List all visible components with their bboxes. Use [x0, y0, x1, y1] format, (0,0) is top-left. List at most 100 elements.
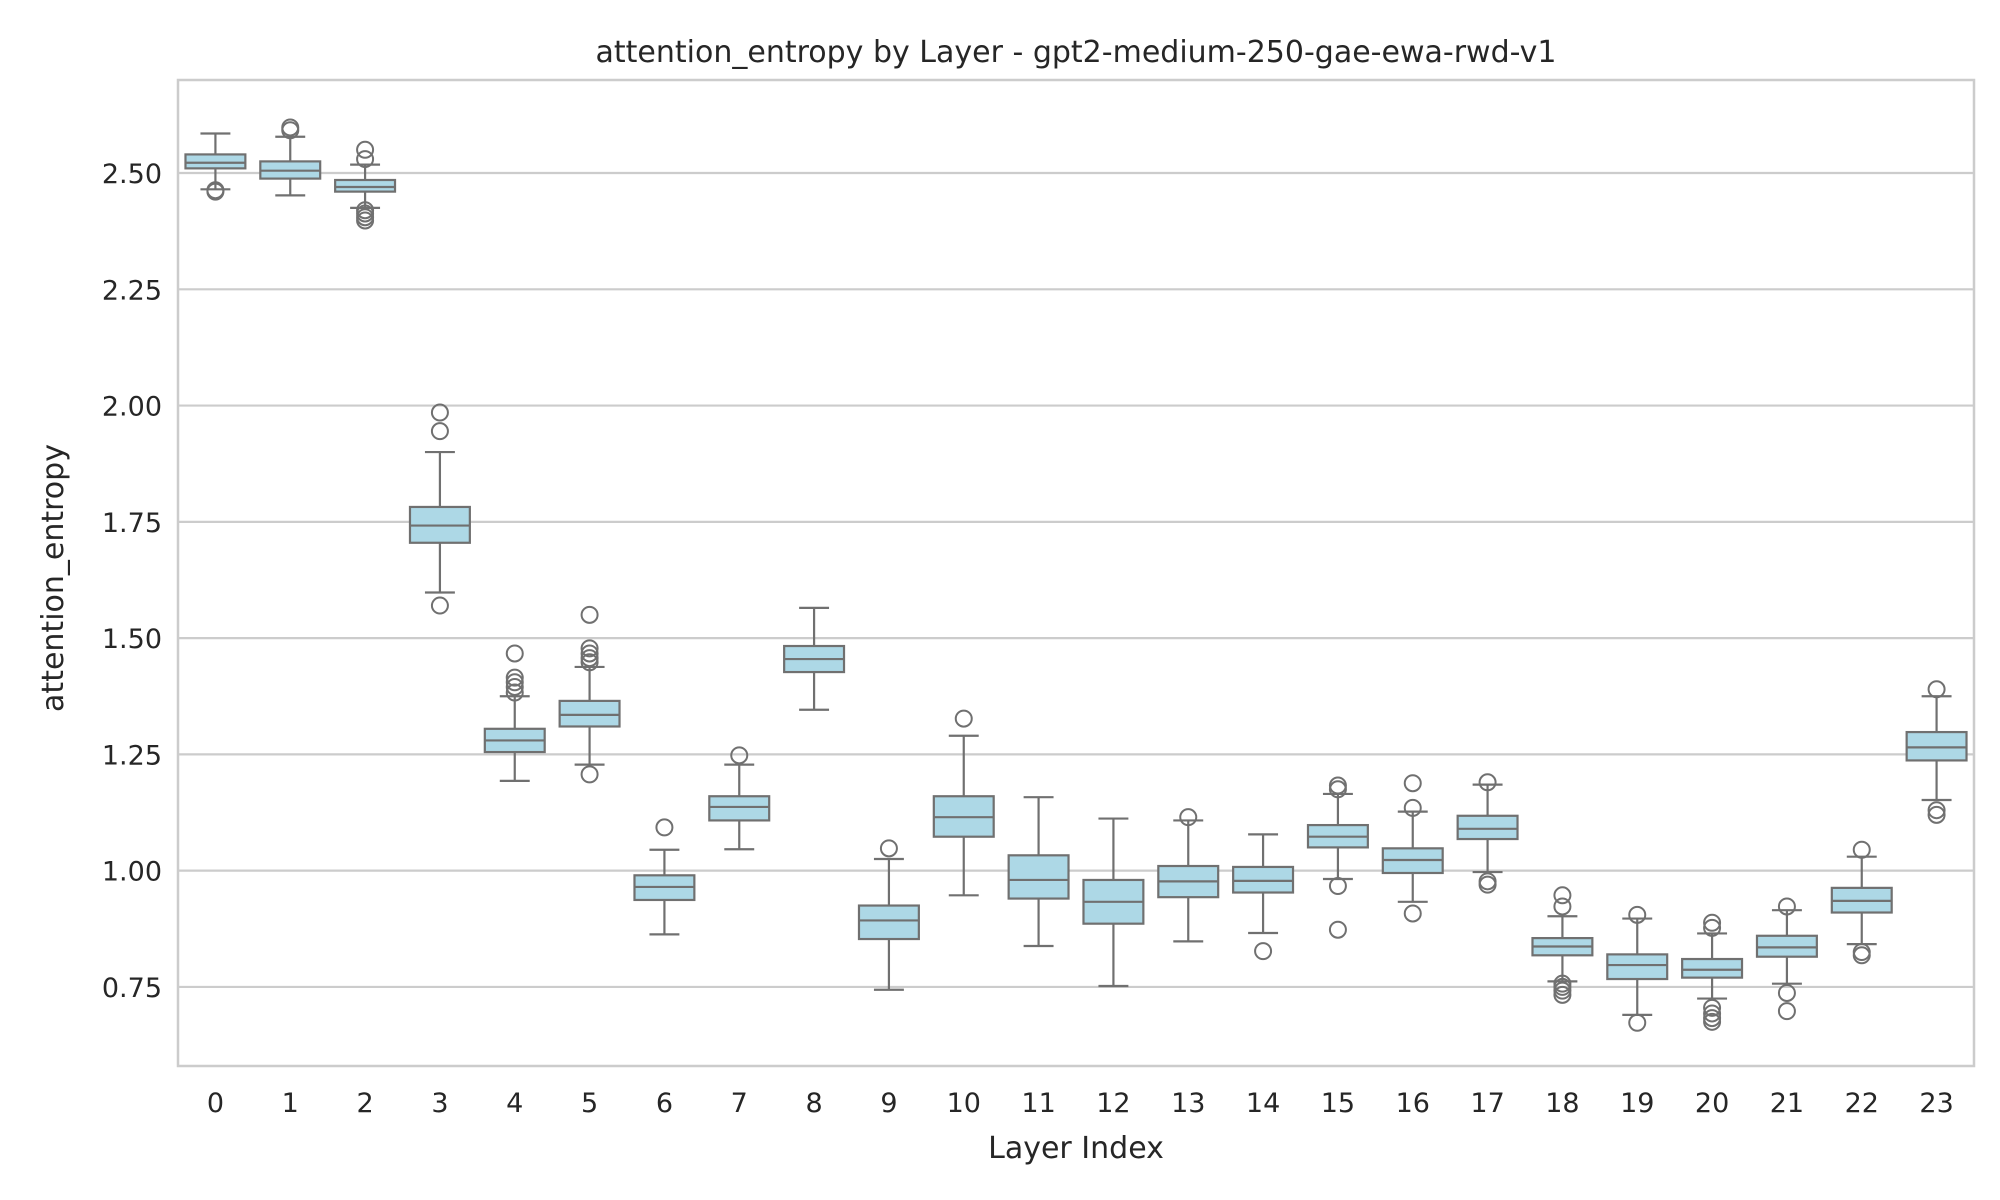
box-group [857, 839, 920, 991]
y-tick-label: 1.50 [102, 624, 162, 655]
outlier-point [1927, 680, 1946, 699]
x-tick-label: 13 [1171, 1088, 1205, 1119]
x-tick-label: 22 [1845, 1088, 1879, 1119]
y-tick-label: 0.75 [102, 973, 162, 1004]
x-tick-label: 0 [207, 1088, 224, 1119]
box-iqr [1232, 865, 1295, 894]
outlier-point [1403, 774, 1422, 793]
x-tick-label: 8 [805, 1088, 822, 1119]
outlier-point [580, 644, 599, 663]
outlier-point [430, 596, 449, 615]
outlier-point [505, 683, 524, 702]
outlier-point [1703, 918, 1722, 937]
x-tick-label: 2 [356, 1088, 373, 1119]
outlier-point [1478, 875, 1497, 894]
outlier-point [580, 653, 599, 672]
outlier-point [655, 818, 674, 837]
outlier-point [1254, 942, 1273, 961]
box-group [633, 818, 696, 936]
outlier-point [206, 181, 225, 200]
box-iqr [1456, 814, 1519, 841]
box-group [334, 140, 397, 230]
x-tick-label: 17 [1470, 1088, 1504, 1119]
outlier-point [1777, 897, 1796, 916]
box-group [1232, 833, 1295, 961]
x-tick-label: 3 [431, 1088, 448, 1119]
outlier-point [1927, 805, 1946, 824]
outlier-point [954, 709, 973, 728]
x-tick-label: 1 [282, 1088, 299, 1119]
plot-frame [176, 78, 1976, 1068]
y-tick-label: 2.50 [102, 159, 162, 190]
outlier-point [1852, 840, 1871, 859]
box-group [1606, 905, 1669, 1032]
outlier-point [505, 677, 524, 696]
outlier-point [1852, 946, 1871, 965]
x-tick-label: 14 [1246, 1088, 1280, 1119]
x-tick-label: 12 [1096, 1088, 1130, 1119]
box-iqr [1007, 854, 1070, 900]
y-axis-label: attention_entropy [36, 444, 71, 712]
outlier-point [1703, 913, 1722, 932]
box-iqr [1606, 953, 1669, 981]
outlier-point [1777, 983, 1796, 1002]
x-tick-label: 16 [1396, 1088, 1430, 1119]
outlier-point [1403, 904, 1422, 923]
outlier-point [1328, 877, 1347, 896]
x-tick-label: 9 [880, 1088, 897, 1119]
x-tick-label: 10 [947, 1088, 981, 1119]
box-group [783, 606, 846, 711]
outlier-point [580, 649, 599, 668]
outlier-point [879, 839, 898, 858]
box-group [1531, 886, 1594, 1004]
outlier-point [1628, 905, 1647, 924]
outlier-point [1328, 920, 1347, 939]
box-group [932, 709, 995, 897]
outlier-point [356, 140, 375, 159]
outlier-point [1703, 998, 1722, 1017]
box-group [1082, 817, 1145, 988]
outlier-point [1403, 798, 1422, 817]
box-iqr [184, 153, 247, 170]
x-tick-label: 21 [1770, 1088, 1804, 1119]
outlier-point [580, 765, 599, 784]
box-group [1681, 913, 1744, 1031]
y-tick-label: 1.75 [102, 508, 162, 539]
box-group [1755, 897, 1818, 1021]
outlier-point [430, 403, 449, 422]
outlier-point [1328, 780, 1347, 799]
outlier-point [281, 118, 300, 137]
outlier-point [430, 422, 449, 441]
box-iqr [558, 699, 621, 728]
outlier-point [580, 639, 599, 658]
box-group [408, 403, 471, 615]
outlier-point [1328, 776, 1347, 795]
x-tick-label: 23 [1919, 1088, 1953, 1119]
box-group [1456, 773, 1519, 894]
y-tick-label: 1.00 [102, 857, 162, 888]
y-tick-label: 1.25 [102, 740, 162, 771]
box-group [1306, 776, 1369, 939]
outlier-point [1553, 886, 1572, 905]
boxes [184, 118, 1968, 1032]
x-tick-label: 18 [1545, 1088, 1579, 1119]
x-tick-label: 11 [1021, 1088, 1055, 1119]
box-group [708, 746, 771, 851]
outlier-point [505, 668, 524, 687]
y-tick-label: 2.00 [102, 392, 162, 423]
x-tick-label: 6 [656, 1088, 673, 1119]
box-group [1905, 680, 1968, 824]
box-group [1381, 774, 1444, 923]
x-tick-label: 15 [1321, 1088, 1355, 1119]
box-group [1007, 796, 1070, 948]
outlier-point [356, 211, 375, 230]
outlier-point [505, 644, 524, 663]
outlier-point [580, 605, 599, 624]
outlier-point [1478, 773, 1497, 792]
x-axis-label: Layer Index [988, 1131, 1164, 1166]
box-group [1830, 840, 1893, 965]
box-group [1157, 808, 1220, 943]
box-iqr [1681, 957, 1744, 979]
